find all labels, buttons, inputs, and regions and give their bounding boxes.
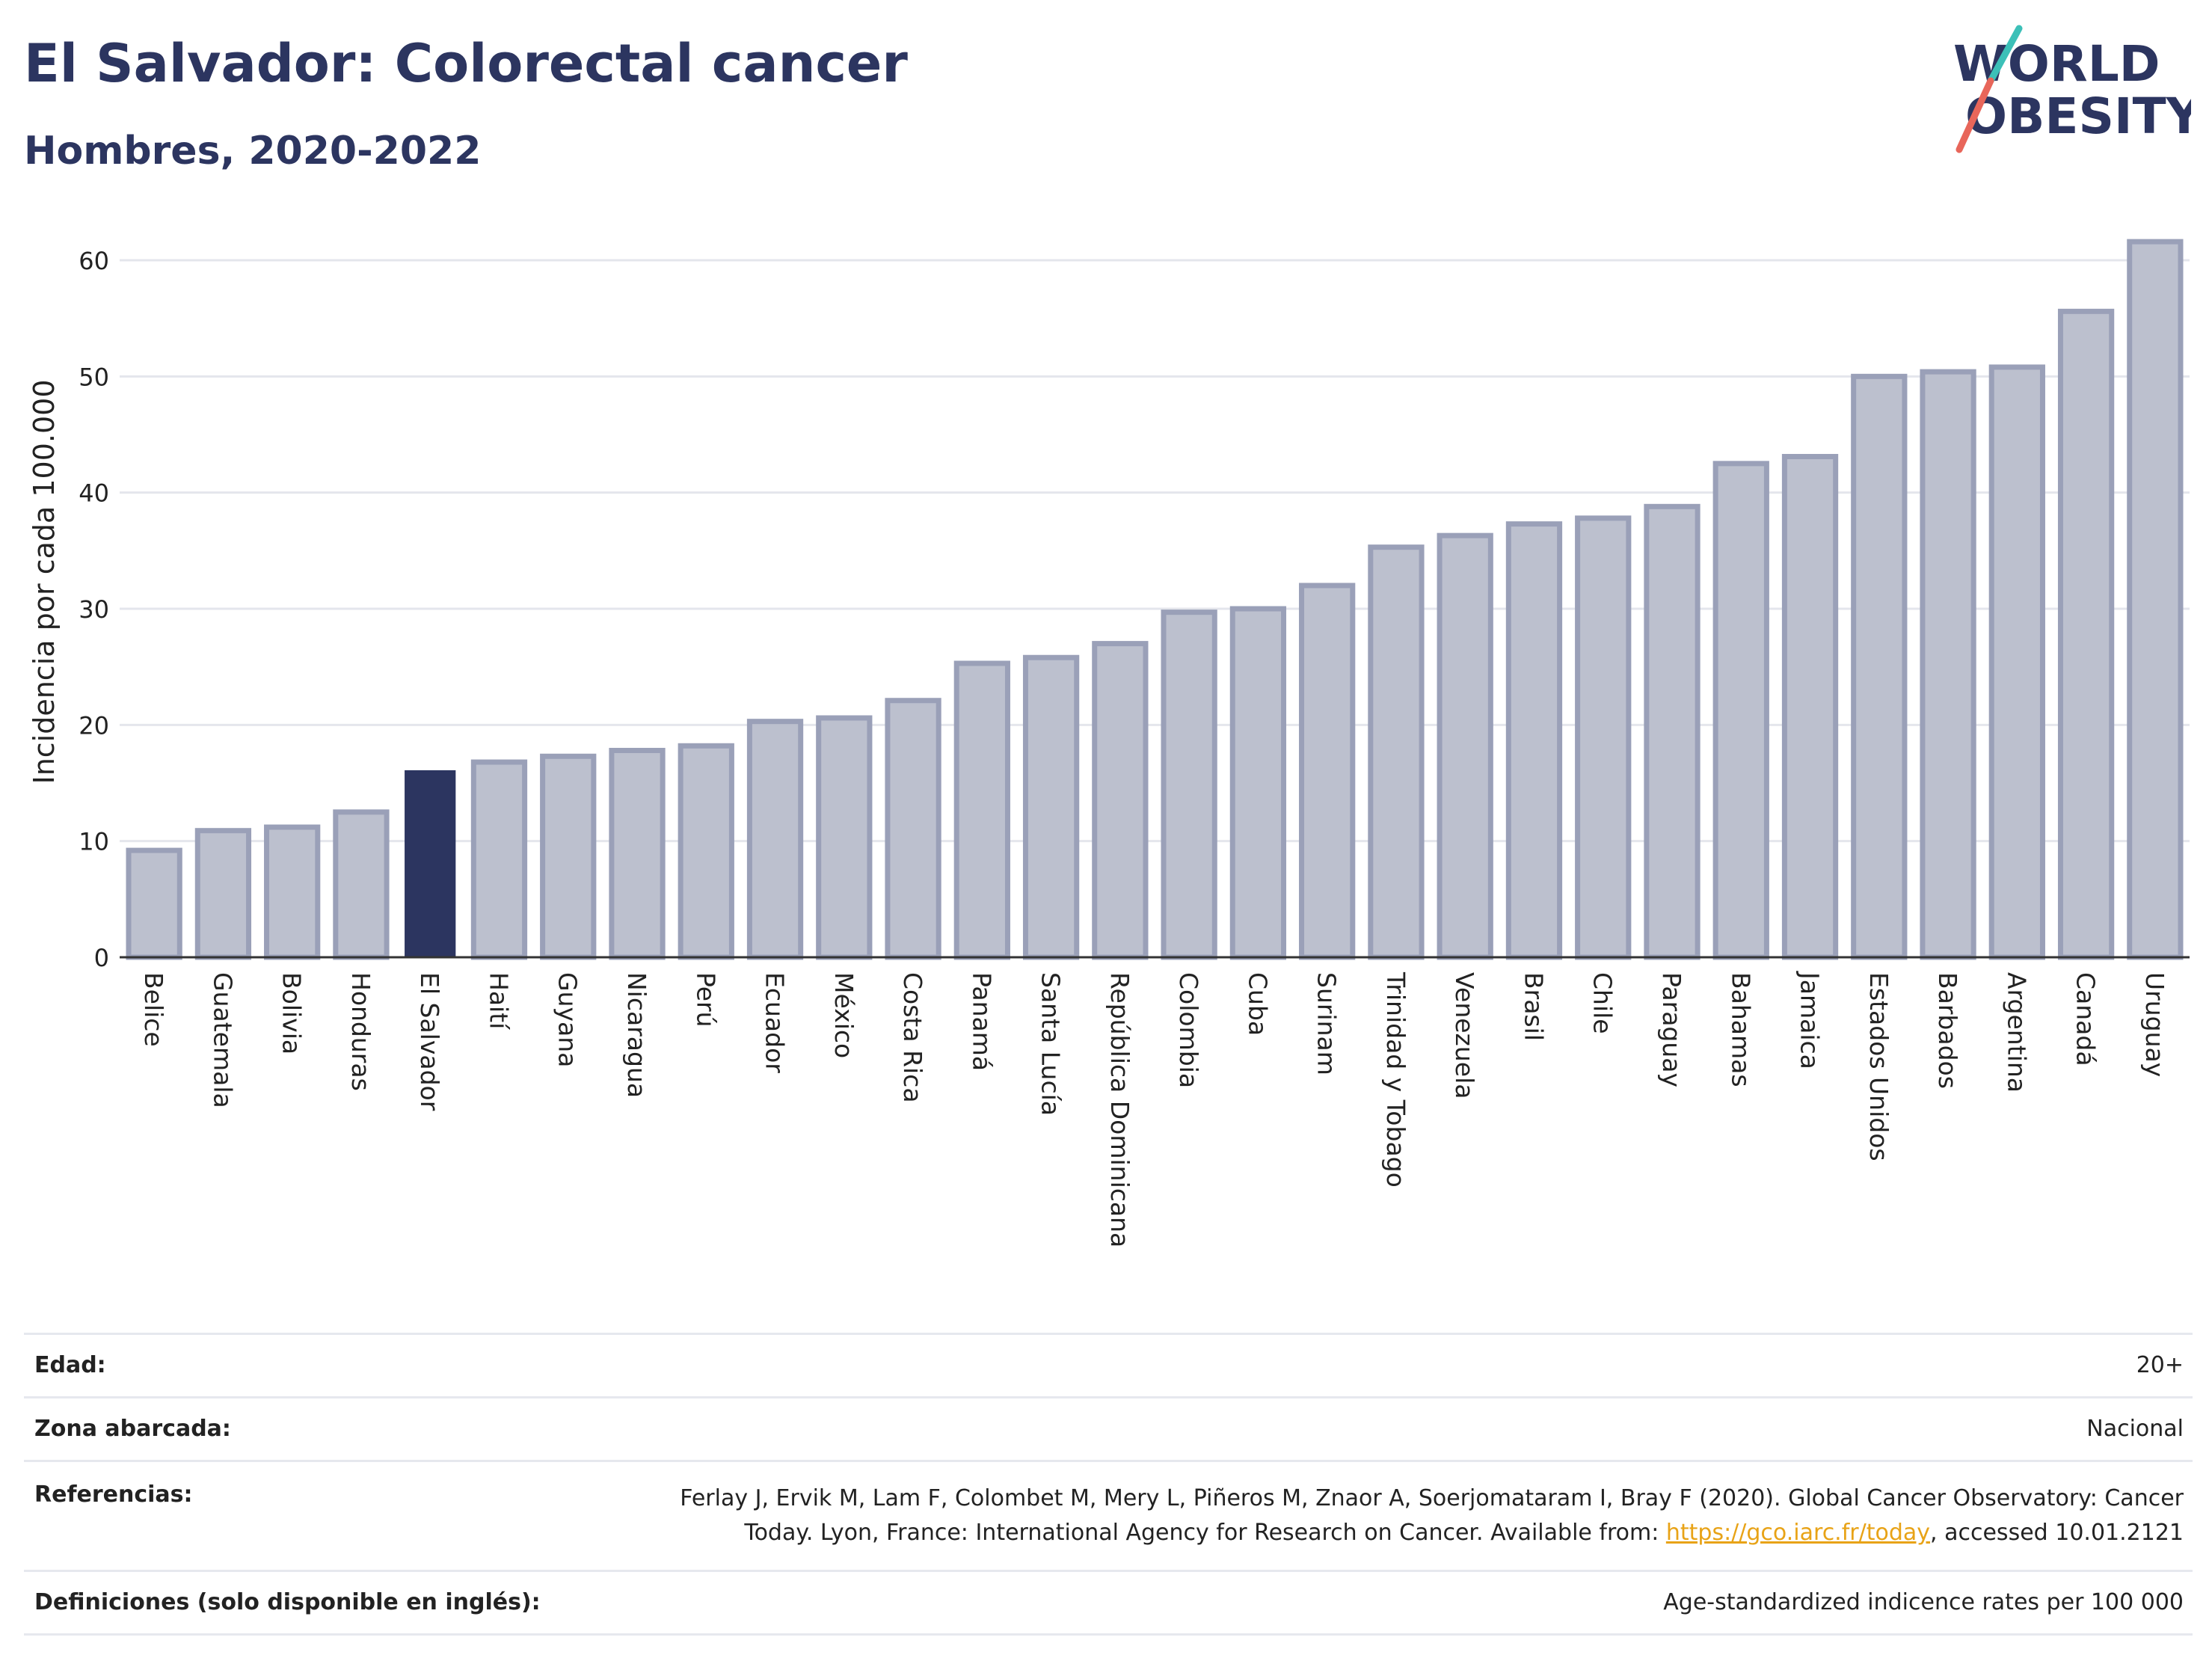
references-text-3: , accessed 10.01.2121 <box>1930 1520 2184 1546</box>
bar[interactable] <box>470 759 528 960</box>
bar[interactable] <box>194 828 252 960</box>
x-tick-label: Brasil <box>1519 972 1548 1041</box>
x-tick-label: Canadá <box>2071 972 2101 1066</box>
x-tick-label: Haití <box>484 972 513 1031</box>
x-tick-label: Santa Lucía <box>1036 972 1066 1116</box>
bar[interactable] <box>816 715 873 960</box>
meta-row-definitions: Definiciones (solo disponible en inglés)… <box>24 1570 2193 1636</box>
zone-value: Nacional <box>2086 1416 2184 1442</box>
y-axis-label: Incidencia por cada 100.000 <box>28 379 61 784</box>
definitions-label: Definiciones (solo disponible en inglés)… <box>34 1589 541 1615</box>
x-tick-label: El Salvador <box>415 972 444 1111</box>
chart-title: El Salvador: Colorectal cancer <box>24 33 908 94</box>
bar[interactable] <box>678 743 734 960</box>
bar[interactable] <box>609 748 666 960</box>
references-label: Referencias: <box>34 1481 193 1508</box>
x-tick-label: Uruguay <box>2140 972 2169 1077</box>
y-tick-label: 40 <box>79 479 109 508</box>
bar[interactable] <box>1368 544 1425 960</box>
bar[interactable] <box>2127 239 2184 960</box>
bar[interactable] <box>885 698 941 960</box>
x-tick-label: República Dominicana <box>1105 972 1134 1247</box>
x-tick-label: Barbados <box>1933 972 1962 1089</box>
bar[interactable] <box>1644 503 1701 960</box>
x-tick-label: Argentina <box>2002 972 2031 1093</box>
bar[interactable] <box>1022 654 1080 960</box>
logo-slash-red <box>1956 77 1994 153</box>
x-tick-label: Cuba <box>1243 972 1272 1036</box>
x-tick-label: Bolivia <box>277 972 307 1054</box>
bar[interactable] <box>1781 454 1839 960</box>
bar[interactable] <box>1092 641 1149 960</box>
x-tick-label: Panamá <box>967 972 996 1071</box>
x-tick-label: Costa Rica <box>898 972 927 1103</box>
bar-chart: 0 10 20 30 40 50 60 Belice Guatemala Bolivia Hondu… <box>28 239 2190 1247</box>
age-value: 20+ <box>2136 1352 2184 1378</box>
references-link[interactable]: https://gco.iarc.fr/today <box>1665 1520 1931 1546</box>
x-tick-label: Estados Unidos <box>1864 972 1893 1161</box>
x-tick-label: Guyana <box>553 972 583 1067</box>
x-tick-label: Colombia <box>1174 972 1203 1088</box>
y-tick-label: 60 <box>79 247 109 275</box>
bar[interactable] <box>1229 606 1287 960</box>
bar[interactable] <box>1712 461 1769 960</box>
bar[interactable] <box>333 809 390 960</box>
bar[interactable] <box>1505 521 1563 960</box>
bar[interactable] <box>264 824 321 960</box>
x-tick-label: Bahamas <box>1726 972 1755 1087</box>
x-tick-label: Perú <box>691 972 720 1028</box>
bar[interactable] <box>1920 369 1976 960</box>
x-tick-label: Guatemala <box>208 972 237 1108</box>
y-tick-label: 10 <box>79 828 109 856</box>
x-tick-label: Trinidad y Tobago <box>1381 971 1410 1188</box>
axes: 0 10 20 30 40 50 60 Belice Guatemala Bolivia Hondu… <box>79 247 2190 1247</box>
gridlines <box>120 259 2190 843</box>
bar[interactable] <box>1851 373 1908 960</box>
x-tick-label: Jamaica <box>1795 971 1825 1069</box>
x-tick-label: Chile <box>1588 972 1617 1034</box>
bar[interactable] <box>126 847 182 960</box>
age-label: Edad: <box>34 1352 106 1378</box>
y-tick-label: 20 <box>79 711 109 740</box>
x-tick-label: Paraguay <box>1657 972 1686 1087</box>
references-text-2: Today. Lyon, France: International Agenc… <box>744 1520 1666 1546</box>
logo-word-2: OBESITY <box>1965 87 2191 145</box>
references-text-1: Ferlay J, Ervik M, Lam F, Colombet M, Me… <box>680 1485 2184 1511</box>
bar[interactable] <box>746 719 804 960</box>
bar[interactable] <box>953 660 1010 960</box>
x-tick-label: Venezuela <box>1450 972 1479 1099</box>
x-tick-label: Nicaragua <box>622 972 651 1098</box>
x-tick-label: Surinam <box>1312 972 1342 1075</box>
meta-row-age: Edad: 20+ <box>24 1333 2193 1396</box>
bar[interactable] <box>1437 532 1493 960</box>
meta-row-references: Referencias: Ferlay J, Ervik M, Lam F, C… <box>24 1460 2193 1570</box>
bar[interactable] <box>1575 515 1632 960</box>
definitions-value: Age-standardized indicence rates per 100… <box>1663 1589 2184 1615</box>
chart-subtitle: Hombres, 2020-2022 <box>24 129 482 174</box>
logo-slash-teal <box>1987 25 2023 85</box>
x-tick-label: Honduras <box>346 972 375 1091</box>
x-tick-label: México <box>829 972 858 1058</box>
metadata-table: Edad: 20+ Zona abarcada: Nacional Refere… <box>24 1333 2193 1636</box>
meta-row-zone: Zona abarcada: Nacional <box>24 1396 2193 1460</box>
y-tick-label: 50 <box>79 363 109 391</box>
zone-label: Zona abarcada: <box>34 1416 231 1442</box>
bar[interactable] <box>2057 308 2115 960</box>
bar[interactable] <box>1988 364 2045 960</box>
world-obesity-logo: WORLD OBESITY <box>1953 25 2191 153</box>
x-tick-label: Ecuador <box>761 972 790 1073</box>
y-tick-label: 30 <box>79 595 109 624</box>
bar[interactable] <box>540 753 597 960</box>
references-value: Ferlay J, Ervik M, Lam F, Colombet M, Me… <box>680 1481 2184 1550</box>
x-tick-label: Belice <box>139 972 168 1047</box>
bars <box>126 239 2184 960</box>
bar[interactable] <box>405 770 456 957</box>
bar[interactable] <box>1299 583 1356 960</box>
bar[interactable] <box>1161 610 1217 960</box>
y-tick-label: 0 <box>94 944 109 972</box>
